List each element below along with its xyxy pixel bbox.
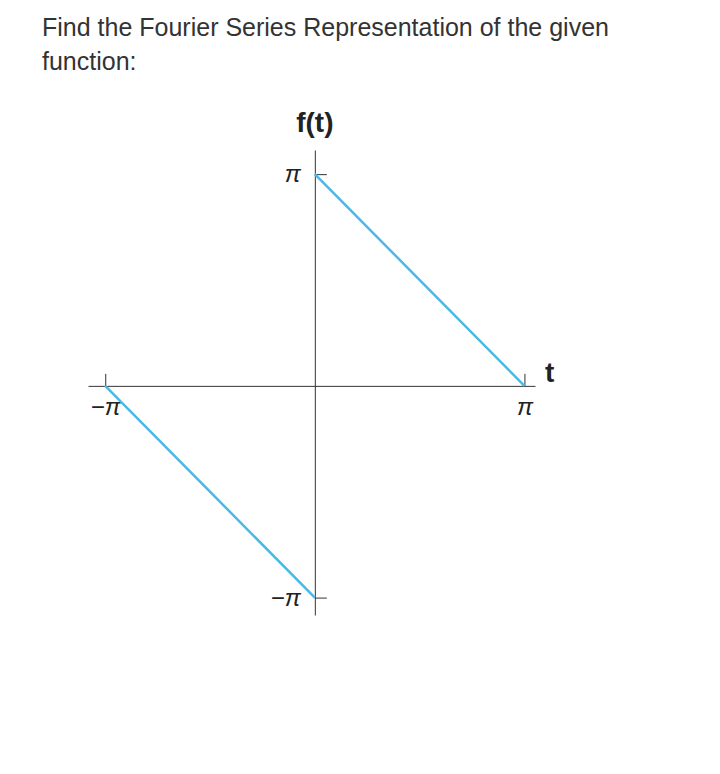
title: Find the Fourier Series Representation o…: [42, 13, 609, 75]
x-axis-line: [89, 386, 536, 387]
x-axis: −ππ: [89, 374, 536, 420]
title-line: function:: [42, 47, 137, 75]
title-line: Find the Fourier Series Representation o…: [42, 13, 609, 41]
x-tick-label: π: [517, 393, 534, 420]
plot-area: [105, 174, 524, 597]
y-tick-label: −π: [271, 584, 302, 611]
y-axis-line: [315, 151, 316, 616]
x-tick-mark: [105, 374, 106, 386]
x-tick-mark: [524, 374, 525, 386]
series-line: [105, 174, 524, 597]
y-axis: −π π: [271, 151, 327, 616]
y-tick-mark: [315, 598, 327, 599]
y-tick: −π: [271, 584, 327, 611]
chart: Find the Fourier Series Representation o…: [0, 0, 720, 774]
y-tick: π: [285, 160, 327, 187]
x-axis-title: t: [545, 357, 554, 388]
y-axis-title: f(t): [296, 107, 333, 138]
y-tick-label: π: [285, 160, 302, 187]
